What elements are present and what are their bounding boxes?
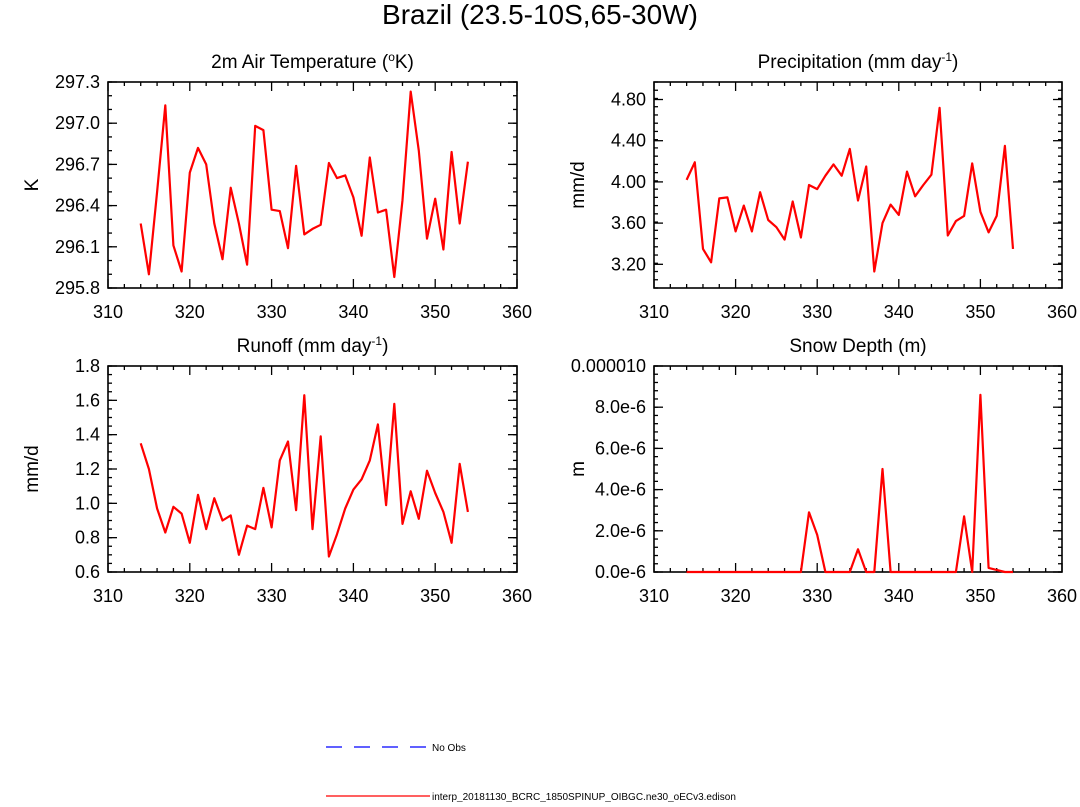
legend-model-label: interp_20181130_BCRC_1850SPINUP_OIBGC.ne…	[432, 792, 736, 802]
plot-frame	[107, 81, 518, 289]
x-tick-label: 320	[721, 586, 751, 606]
y-tick-label: 4.0e-6	[595, 480, 646, 500]
x-tick-label: 310	[93, 302, 123, 322]
x-tick-label: 330	[257, 586, 287, 606]
y-tick-label: 296.7	[55, 154, 100, 174]
panels-group: 2m Air Temperature (oK) 310 320 330 340 350 36…	[22, 50, 1077, 606]
panel-1: 2m Air Temperature (oK) 310 320 330 340 350 36…	[22, 50, 532, 322]
x-tick-label: 330	[257, 302, 287, 322]
y-tick-label: 1.0	[75, 493, 100, 513]
y-tick-label: 295.8	[55, 278, 100, 298]
y-tick-label: 0.6	[75, 562, 100, 582]
plot-frame	[653, 365, 1063, 573]
panel-2: Precipitation (mm day-1) 310 320 330 340 350 3…	[568, 50, 1077, 322]
panel-title: 2m Air Temperature (oK)	[211, 50, 414, 73]
y-tick-label: 1.2	[75, 459, 100, 479]
x-tick-label: 340	[338, 302, 368, 322]
y-tick-label: 4.80	[611, 90, 646, 110]
y-tick-label: 1.6	[75, 390, 100, 410]
y-axis-label: K	[22, 178, 43, 191]
panel-4: Snow Depth (m) 310 320 330 340 350 360 0.0e-6 2.…	[568, 336, 1077, 606]
figure-title: Brazil (23.5-10S,65-30W)	[382, 0, 698, 30]
x-tick-label: 330	[802, 586, 832, 606]
plot-frame	[107, 365, 518, 573]
x-tick-label: 360	[1047, 302, 1077, 322]
legend-no-obs-label: No Obs	[432, 743, 466, 754]
x-tick-label: 320	[721, 302, 751, 322]
x-tick-label: 340	[884, 586, 914, 606]
y-axis-label: mm/d	[568, 161, 589, 209]
x-tick-label: 310	[639, 302, 669, 322]
x-tick-label: 330	[802, 302, 832, 322]
series-line	[685, 106, 1015, 273]
y-tick-label: 4.00	[611, 172, 646, 192]
plot-frame	[653, 81, 1063, 289]
y-tick-label: 6.0e-6	[595, 438, 646, 458]
y-tick-label: 296.1	[55, 237, 100, 257]
y-tick-label: 0.0e-6	[595, 562, 646, 582]
y-tick-label: 8.0e-6	[595, 397, 646, 417]
x-tick-label: 340	[338, 586, 368, 606]
series-line	[139, 394, 469, 558]
y-axis-label: mm/d	[22, 445, 43, 493]
panel-title: Precipitation (mm day-1)	[758, 50, 959, 73]
panel-title: Runoff (mm day-1)	[237, 334, 389, 357]
x-tick-label: 350	[965, 302, 995, 322]
series-line	[139, 90, 469, 279]
y-tick-label: 297.0	[55, 113, 100, 133]
y-tick-label: 3.20	[611, 254, 646, 274]
y-axis-label: m	[568, 461, 589, 477]
x-tick-label: 350	[420, 586, 450, 606]
y-tick-label: 2.0e-6	[595, 521, 646, 541]
y-tick-label: 296.4	[55, 196, 100, 216]
x-tick-label: 340	[884, 302, 914, 322]
y-tick-label: 1.8	[75, 356, 100, 376]
x-tick-label: 360	[1047, 586, 1077, 606]
x-tick-label: 320	[175, 586, 205, 606]
y-tick-label: 4.40	[611, 131, 646, 151]
panel-title: Snow Depth (m)	[789, 336, 926, 357]
x-tick-label: 310	[93, 586, 123, 606]
y-tick-label: 0.8	[75, 528, 100, 548]
y-tick-label: 3.60	[611, 213, 646, 233]
x-tick-label: 350	[420, 302, 450, 322]
y-tick-label: 297.3	[55, 72, 100, 92]
y-tick-label: 0.000010	[571, 356, 646, 376]
y-tick-label: 1.4	[75, 425, 100, 445]
legend: No Obs interp_20181130_BCRC_1850SPINUP_O…	[326, 743, 736, 803]
series-line	[686, 393, 1013, 574]
x-tick-label: 320	[175, 302, 205, 322]
x-tick-label: 360	[502, 302, 532, 322]
panel-3: Runoff (mm day-1) 310 320 330 340 350 360 0.6 0.…	[22, 334, 532, 606]
x-tick-label: 310	[639, 586, 669, 606]
x-tick-label: 350	[965, 586, 995, 606]
x-tick-label: 360	[502, 586, 532, 606]
